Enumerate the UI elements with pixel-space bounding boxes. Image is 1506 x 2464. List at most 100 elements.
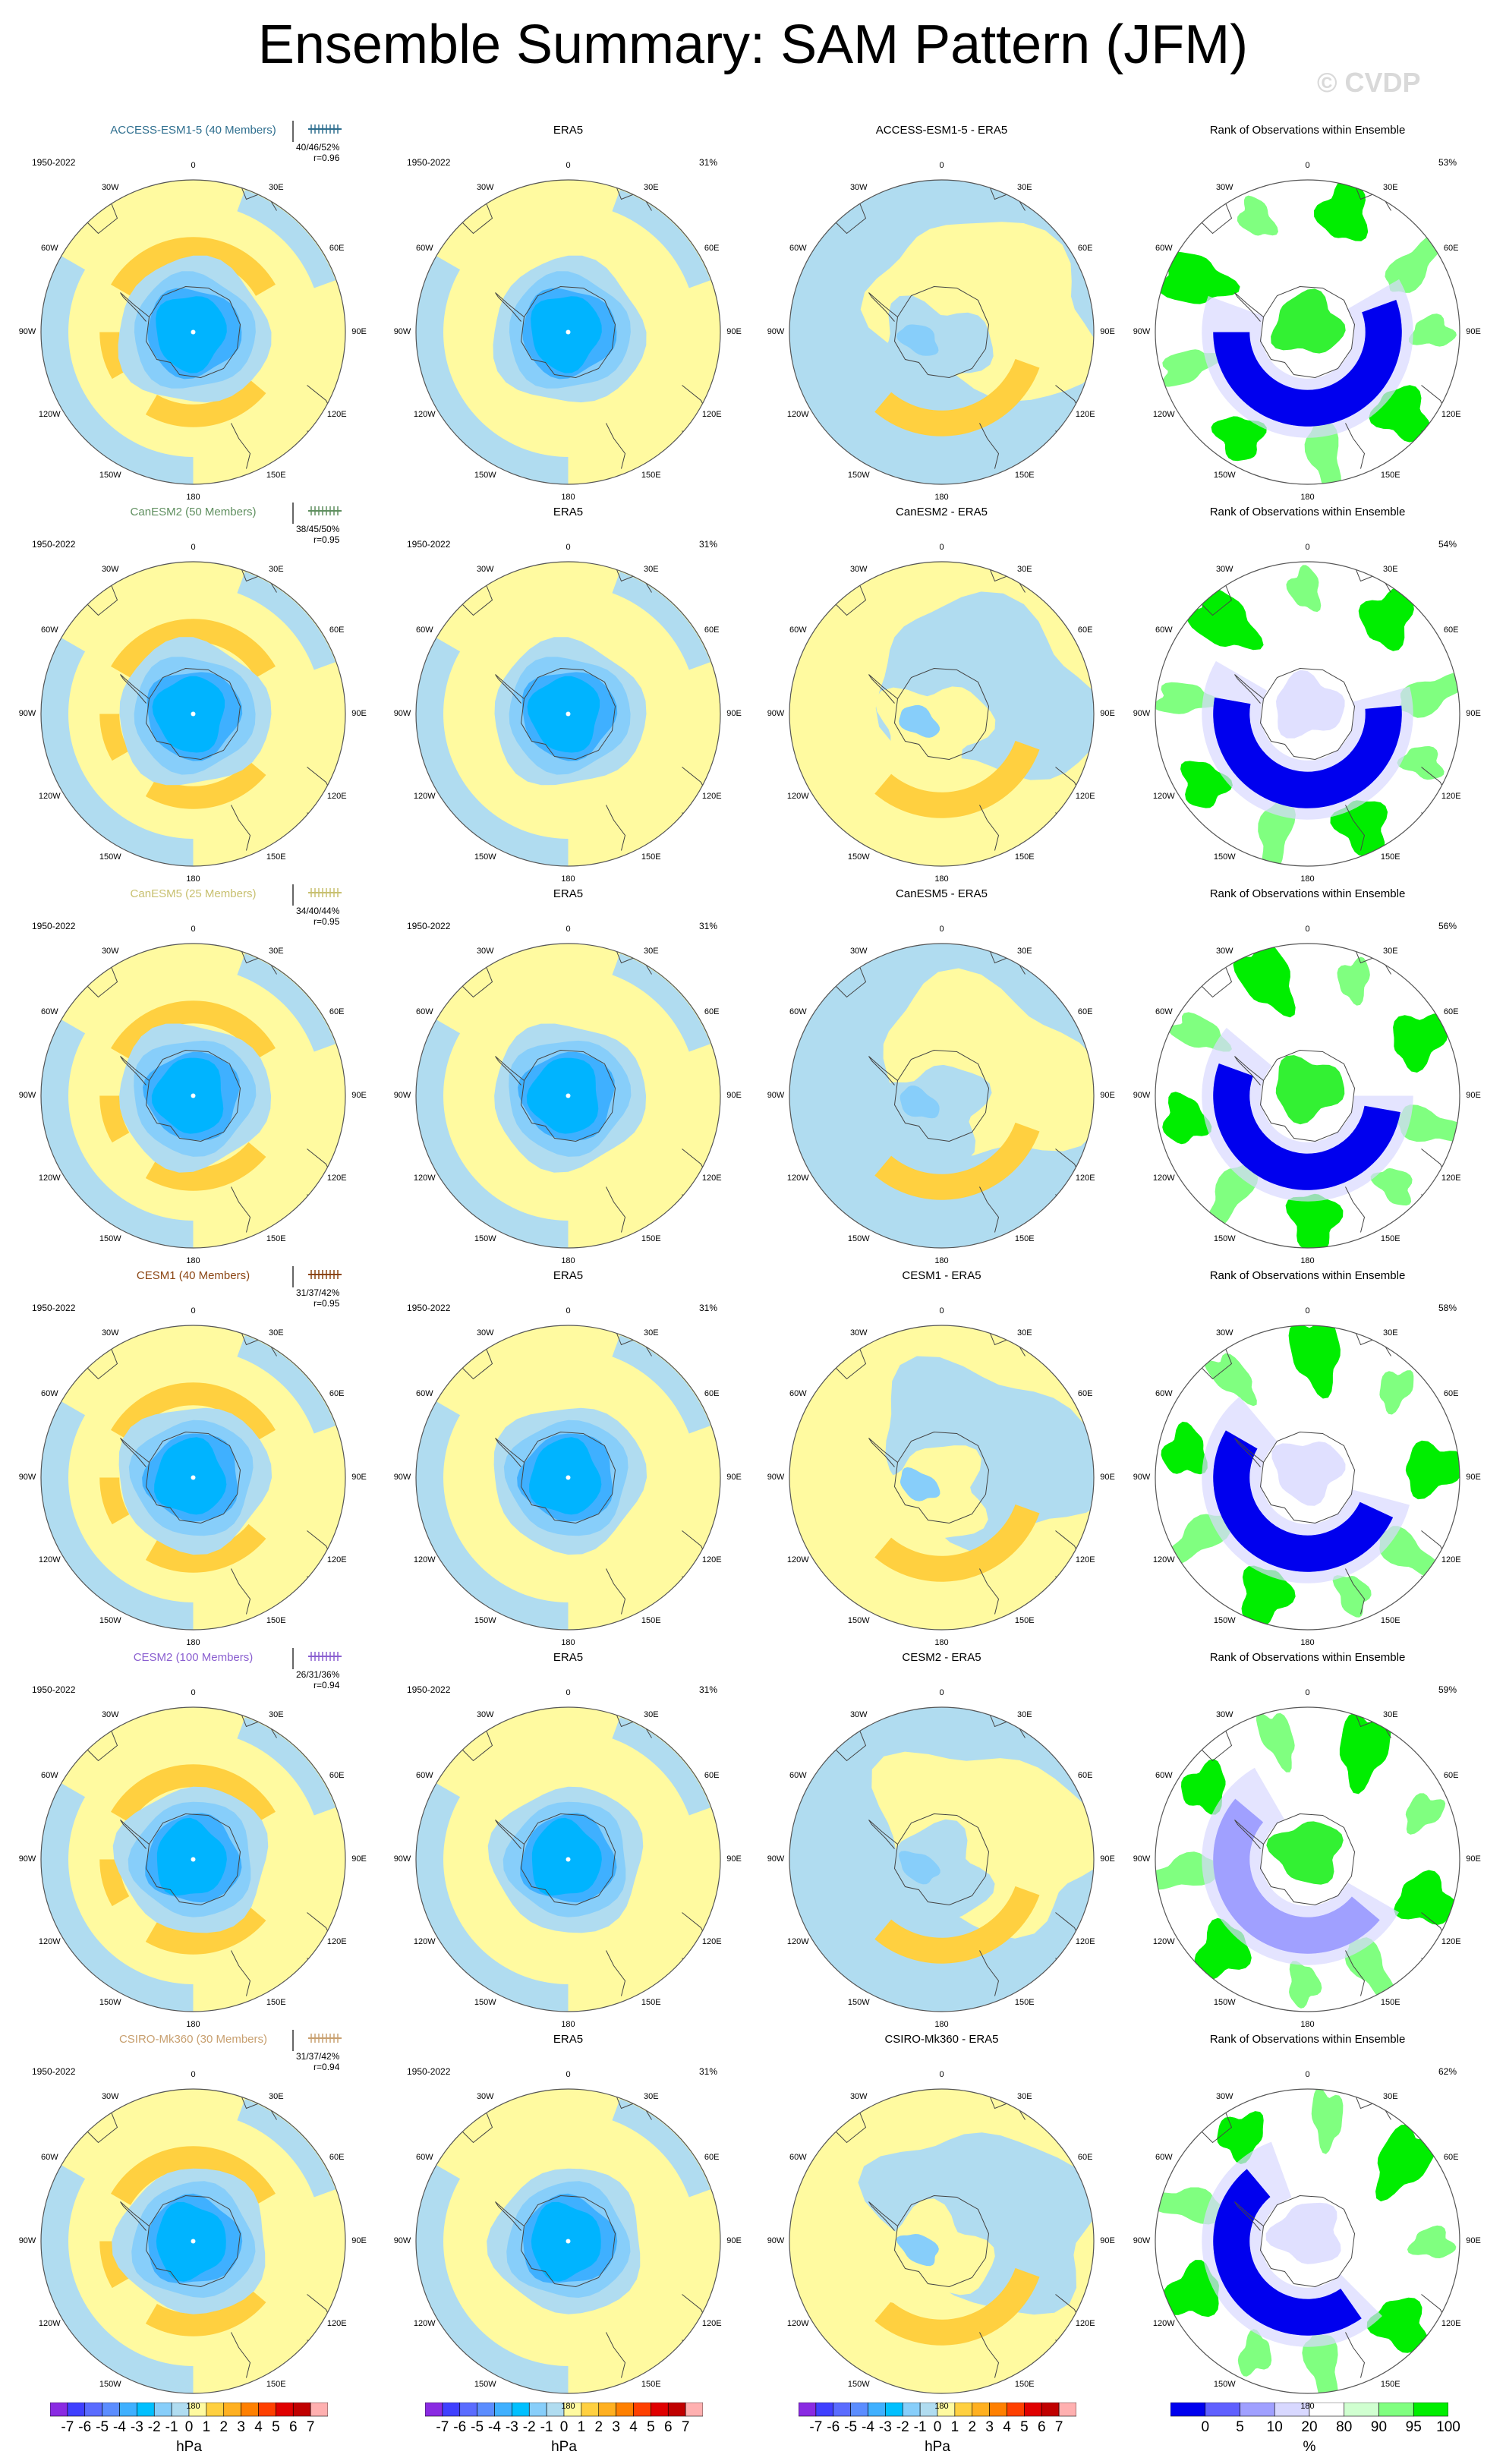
colorbar-tick-label: -3 bbox=[878, 2419, 892, 2435]
colorbar-pattern-col2: -7 -6 -5 -4 -3 -2 -1 0 1 2 3 4 5 6 7 hPa bbox=[425, 2403, 703, 2463]
ensemble-whisker-icon bbox=[308, 1270, 342, 1279]
variance-label-r6: 31% bbox=[699, 2066, 718, 2077]
lon-label-120W-r4-c2: 120W bbox=[413, 1555, 436, 1564]
period-label-r6-c1: 1950-2022 bbox=[32, 2066, 76, 2077]
colorbar-tick-label: 1 bbox=[577, 2419, 586, 2435]
lon-label-90W-r5-c4: 90W bbox=[1133, 1854, 1151, 1864]
lon-label-30W-r2-c2: 30W bbox=[476, 565, 494, 575]
map-diff-r5 bbox=[789, 1706, 1095, 2012]
stats-correlation: r=0.95 bbox=[313, 1298, 340, 1309]
variance-label-r5: 31% bbox=[699, 1684, 718, 1695]
rank-pct-r3: 56% bbox=[1438, 921, 1457, 931]
period-label-r5-c2: 1950-2022 bbox=[407, 1684, 451, 1695]
lon-label-0-r5-c1: 0 bbox=[191, 1688, 196, 1697]
colorbar-swatch bbox=[799, 2403, 817, 2417]
panel-title-r3-c2: ERA5 bbox=[553, 887, 584, 900]
colorbar-tick-label: -6 bbox=[78, 2419, 92, 2435]
lon-label-120E-r5-c4: 120E bbox=[1441, 1936, 1461, 1946]
colorbar-swatch bbox=[67, 2403, 86, 2417]
panel-title-r3-c1: CanESM5 (25 Members) bbox=[130, 887, 257, 900]
lon-label-150W-r4-c2: 150W bbox=[474, 1615, 496, 1625]
lon-label-30W-r5-c2: 30W bbox=[476, 1710, 494, 1720]
lon-label-30W-r2-c1: 30W bbox=[101, 565, 119, 575]
colorbar-swatch bbox=[1041, 2403, 1060, 2417]
lon-label-120W-r6-c3: 120W bbox=[786, 2318, 809, 2328]
ensemble-stats-r4: 31/37/42% r=0.95 bbox=[296, 1287, 339, 1309]
lon-label-90W-r6-c2: 90W bbox=[393, 2236, 411, 2245]
colorbar-swatch bbox=[528, 2403, 547, 2417]
colorbar-tick-label: 1 bbox=[202, 2419, 211, 2435]
obs-marker-icon bbox=[292, 1266, 294, 1287]
panel-title-r4-c1: CESM1 (40 Members) bbox=[136, 1269, 250, 1282]
lon-label-60E-r5-c2: 60E bbox=[704, 1771, 720, 1781]
colorbar-swatch bbox=[137, 2403, 155, 2417]
lon-label-30E-r6-c2: 30E bbox=[643, 2092, 659, 2102]
lon-label-180-r3-c2: 180 bbox=[561, 1256, 575, 1265]
stats-range: 31/37/42% bbox=[296, 1287, 340, 1298]
lon-label-30E-r2-c1: 30E bbox=[268, 565, 284, 575]
colorbar-tick-label: 0 bbox=[1201, 2419, 1210, 2435]
colorbar-swatch bbox=[633, 2403, 651, 2417]
lon-label-180-r4-c4: 180 bbox=[1300, 1638, 1315, 1647]
colorbar-unit: hPa bbox=[176, 2439, 202, 2455]
lon-label-120E-r4-c1: 120E bbox=[326, 1555, 347, 1564]
lon-label-150E-r4-c2: 150E bbox=[641, 1615, 661, 1625]
lon-label-90W-r2-c3: 90W bbox=[767, 708, 785, 718]
lon-label-60E-r3-c3: 60E bbox=[1077, 1007, 1093, 1017]
lon-label-0-r6-c1: 0 bbox=[191, 2070, 196, 2079]
lon-label-120W-r5-c2: 120W bbox=[413, 1936, 436, 1946]
map-model-r2 bbox=[40, 561, 346, 867]
colorbar-tick-label: 2 bbox=[968, 2419, 977, 2435]
lon-label-90W-r3-c4: 90W bbox=[1133, 1090, 1151, 1100]
colorbar-tick-label: -3 bbox=[130, 2419, 143, 2435]
lon-label-60E-r6-c3: 60E bbox=[1077, 2153, 1093, 2163]
colorbar-swatch bbox=[685, 2403, 703, 2417]
lon-label-90W-r3-c2: 90W bbox=[393, 1090, 411, 1100]
period-label-r6-c2: 1950-2022 bbox=[407, 2066, 451, 2077]
lon-label-90W-r2-c1: 90W bbox=[18, 708, 36, 718]
lon-label-90E-r6-c3: 90E bbox=[1100, 2236, 1115, 2245]
lon-label-150E-r4-c4: 150E bbox=[1380, 1615, 1400, 1625]
lon-label-90E-r2-c3: 90E bbox=[1100, 708, 1115, 718]
lon-label-0-r6-c4: 0 bbox=[1305, 2070, 1310, 2079]
colorbar-swatch bbox=[616, 2403, 634, 2417]
lon-label-150E-r5-c4: 150E bbox=[1380, 1997, 1400, 2007]
lon-label-30E-r6-c4: 30E bbox=[1382, 2092, 1398, 2102]
lon-label-60E-r4-c3: 60E bbox=[1077, 1389, 1093, 1399]
colorbar-swatch bbox=[667, 2403, 686, 2417]
lon-label-90W-r2-c4: 90W bbox=[1133, 708, 1151, 718]
map-rank-r1 bbox=[1155, 179, 1460, 485]
lon-label-150W-r2-c4: 150W bbox=[1213, 852, 1236, 862]
lon-label-180-r4-c2: 180 bbox=[561, 1638, 575, 1647]
lon-label-30W-r5-c3: 30W bbox=[849, 1710, 868, 1720]
lon-label-150W-r6-c1: 150W bbox=[99, 2379, 121, 2389]
map-diff-r1 bbox=[789, 179, 1095, 485]
variance-label-r4: 31% bbox=[699, 1303, 718, 1313]
lon-label-90E-r4-c1: 90E bbox=[351, 1472, 367, 1482]
map-model-r4 bbox=[40, 1325, 346, 1631]
lon-label-0-r2-c1: 0 bbox=[191, 543, 196, 552]
map-diff-r2 bbox=[789, 561, 1095, 867]
lon-label-180-r6-c2: 180 bbox=[561, 2402, 575, 2411]
colorbar-swatch bbox=[954, 2403, 973, 2417]
lon-label-0-r2-c3: 0 bbox=[939, 543, 944, 552]
lon-label-60W-r6-c4: 60W bbox=[1155, 2153, 1173, 2163]
map-obs-r2 bbox=[415, 561, 721, 867]
lon-label-120E-r6-c3: 120E bbox=[1075, 2318, 1095, 2328]
panel-title-r2-c2: ERA5 bbox=[553, 506, 584, 518]
lon-label-150W-r1-c2: 150W bbox=[474, 470, 496, 480]
lon-label-0-r2-c4: 0 bbox=[1305, 543, 1310, 552]
map-obs-r6 bbox=[415, 2088, 721, 2394]
lon-label-60E-r1-c1: 60E bbox=[329, 244, 345, 254]
lon-label-120W-r3-c3: 120W bbox=[786, 1173, 809, 1183]
colorbar-swatch bbox=[477, 2403, 495, 2417]
colorbar-pattern-col1: -7 -6 -5 -4 -3 -2 -1 0 1 2 3 4 5 6 7 hPa bbox=[50, 2403, 328, 2463]
stats-correlation: r=0.94 bbox=[313, 1680, 340, 1690]
colorbar-swatch bbox=[1240, 2403, 1275, 2417]
panel-title-r2-c1: CanESM2 (50 Members) bbox=[130, 506, 257, 518]
colorbar-tick-label: 3 bbox=[612, 2419, 620, 2435]
lon-label-90W-r1-c3: 90W bbox=[767, 326, 785, 336]
lon-label-60E-r3-c2: 60E bbox=[704, 1007, 720, 1017]
lon-label-180-r6-c3: 180 bbox=[934, 2402, 949, 2411]
lon-label-120E-r3-c4: 120E bbox=[1441, 1173, 1461, 1183]
